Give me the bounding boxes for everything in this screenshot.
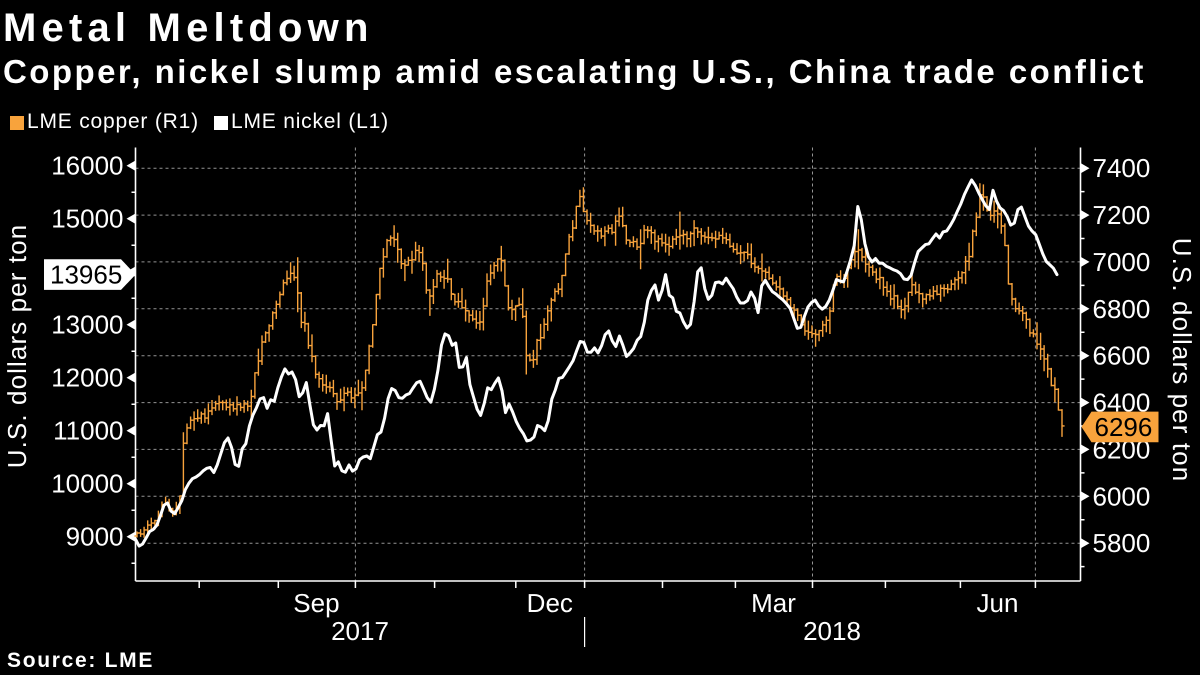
svg-text:6600: 6600 [1093,341,1151,371]
svg-text:6296: 6296 [1095,412,1153,442]
svg-text:Mar: Mar [751,588,796,618]
svg-text:16000: 16000 [51,151,123,181]
svg-text:2018: 2018 [803,616,861,646]
svg-text:Jun: Jun [977,588,1019,618]
svg-text:11000: 11000 [53,416,123,446]
svg-text:6000: 6000 [1093,481,1151,511]
svg-text:12000: 12000 [51,363,123,393]
svg-text:U.S. dollars per ton: U.S. dollars per ton [1167,238,1197,483]
svg-text:7200: 7200 [1093,200,1151,230]
svg-text:10000: 10000 [51,469,123,499]
svg-text:2017: 2017 [331,616,389,646]
svg-text:9000: 9000 [66,522,124,552]
svg-text:15000: 15000 [51,204,123,234]
svg-text:7000: 7000 [1093,247,1151,277]
svg-text:U.S. dollars per ton: U.S. dollars per ton [2,224,32,469]
svg-text:Sep: Sep [293,588,339,618]
svg-text:5800: 5800 [1093,528,1151,558]
svg-text:6800: 6800 [1093,294,1151,324]
svg-text:13000: 13000 [51,310,123,340]
svg-text:7400: 7400 [1093,153,1151,183]
svg-text:Dec: Dec [527,588,573,618]
svg-text:13965: 13965 [50,260,122,290]
